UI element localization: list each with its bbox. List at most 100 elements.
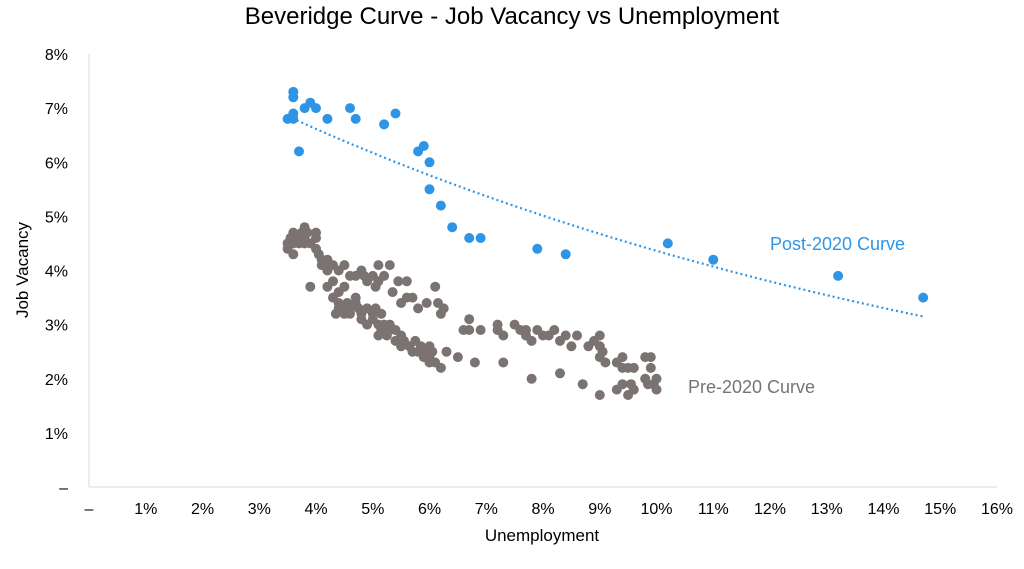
pre-2020-point [302, 227, 313, 238]
pre-2020-point [475, 325, 486, 335]
post-2020-point [418, 141, 429, 151]
pre-2020-point [430, 281, 441, 292]
x-tick-label: 5% [361, 501, 384, 518]
pre-2020-point [339, 281, 350, 292]
pre-2020-point [555, 368, 565, 379]
x-tick-label: – [85, 501, 94, 518]
pre-2020-point [617, 352, 628, 363]
pre-2020-point [526, 373, 537, 384]
pre-2020-point [572, 330, 582, 341]
post-2020-point [311, 103, 321, 114]
pre-2020-point [464, 325, 475, 335]
pre-2020-point [526, 335, 537, 346]
pre-2020-point [345, 308, 355, 319]
pre-2020-point [469, 357, 480, 368]
pre-2020-point [427, 346, 438, 357]
post-2020-point [464, 233, 475, 243]
x-tick-label: 16% [981, 501, 1013, 518]
y-tick-label: 7% [45, 101, 68, 118]
pre-2020-point [339, 260, 350, 271]
post-2020-point [288, 92, 299, 103]
pre-2020-series [282, 222, 662, 400]
x-tick-label: 15% [924, 501, 956, 518]
x-tick-label: 14% [867, 501, 899, 518]
pre-2020-point [645, 352, 656, 363]
pre-2020-point [407, 292, 418, 303]
post-2020-point [435, 200, 446, 211]
pre-2020-point [645, 362, 656, 373]
post-2020-point [560, 249, 571, 260]
pre-2020-point [393, 276, 404, 287]
post-2020-series [282, 86, 929, 303]
x-tick-label: 9% [588, 501, 611, 518]
y-tick-label: 8% [45, 47, 68, 64]
pre-2020-point [438, 303, 449, 314]
post-2020-point [475, 233, 486, 243]
x-tick-label: 10% [640, 501, 672, 518]
x-tick-label: 6% [418, 501, 441, 518]
x-tick-label: 11% [698, 501, 729, 518]
y-axis-tick-labels: – 1% 2% 3% 4% 5% 6% 7% 8% [45, 47, 68, 497]
pre-2020-point [384, 260, 395, 271]
post-2020-point [379, 119, 390, 130]
pre-2020-point [597, 346, 608, 357]
chart-title: Beveridge Curve - Job Vacancy vs Unemplo… [245, 3, 780, 30]
pre-2020-point [566, 341, 577, 352]
post-2020-point [294, 146, 304, 157]
x-tick-label: 7% [475, 501, 498, 518]
pre-2020-point [498, 357, 509, 368]
post-2020-point [288, 113, 299, 124]
y-tick-label: 1% [45, 426, 68, 443]
post-2020-point [350, 113, 361, 124]
pre-2020-point [413, 303, 424, 314]
post-2020-point [424, 184, 435, 195]
pre-2020-point [401, 276, 412, 287]
pre-2020-point [387, 287, 398, 298]
y-tick-label: 2% [45, 372, 68, 389]
post-2020-point [833, 270, 844, 281]
post-2020-trendline [287, 115, 924, 318]
x-tick-label: 3% [248, 501, 271, 518]
pre-2020-point [498, 330, 509, 341]
pre-2020-point [600, 357, 611, 368]
y-tick-label: 4% [45, 264, 68, 281]
post-2020-point [532, 243, 543, 254]
post-2020-point [424, 157, 435, 168]
y-axis-label: Job Vacancy [13, 221, 32, 318]
pre-2020-point [464, 314, 475, 325]
post-2020-point [708, 254, 719, 265]
post-2020-point [918, 292, 929, 303]
pre-2020-point [379, 270, 390, 281]
post-2020-point [322, 113, 333, 124]
post-2020-curve-label: Post-2020 Curve [770, 234, 905, 254]
y-tick-label: 5% [45, 209, 68, 226]
post-2020-point [662, 238, 673, 249]
pre-2020-point [628, 362, 639, 373]
pre-2020-curve-label: Pre-2020 Curve [688, 377, 815, 397]
pre-2020-point [577, 379, 588, 390]
x-tick-label: 13% [811, 501, 843, 518]
x-tick-label: 1% [134, 501, 157, 518]
post-2020-point [390, 108, 401, 119]
x-tick-label: 2% [191, 501, 214, 518]
pre-2020-point [594, 390, 605, 400]
pre-2020-point [617, 379, 628, 390]
pre-2020-point [311, 227, 321, 238]
pre-2020-point [288, 249, 299, 260]
x-axis-label: Unemployment [485, 526, 600, 545]
post-2020-point [447, 222, 458, 233]
pre-2020-point [452, 352, 463, 363]
y-tick-label: – [59, 480, 68, 497]
y-tick-label: 3% [45, 318, 68, 335]
pre-2020-point [421, 298, 432, 308]
pre-2020-point [328, 276, 338, 287]
pre-2020-point [373, 260, 384, 271]
x-tick-label: 4% [304, 501, 327, 518]
pre-2020-point [549, 325, 560, 335]
pre-2020-point [376, 308, 387, 319]
pre-2020-point [305, 281, 316, 292]
pre-2020-point [441, 346, 452, 357]
pre-2020-point [651, 373, 662, 384]
